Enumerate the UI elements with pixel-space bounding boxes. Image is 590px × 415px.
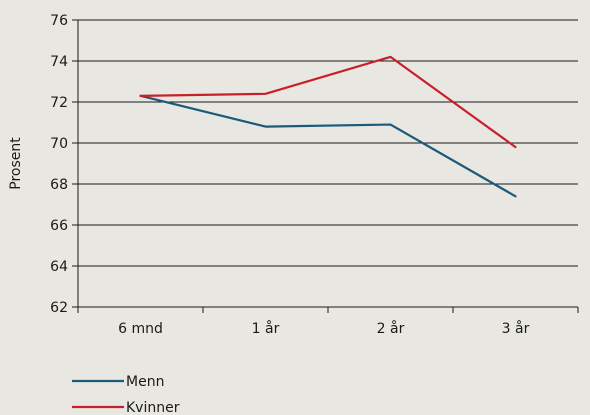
legend-label-menn: Menn [126,374,164,390]
x-tick-label-3: 3 år [502,320,530,337]
x-tick-label-0: 6 mnd [118,321,163,337]
y-tick-label-1: 64 [50,259,68,275]
axes [72,19,579,313]
gridlines [78,19,578,267]
series-line-kvinner [139,55,517,149]
y-tick-label-6: 74 [50,54,68,70]
x-tick-labels: 6 mnd 1 år 2 år 3 år [118,320,529,337]
y-tick-label-4: 70 [50,136,68,152]
series-line-menn [139,94,517,198]
y-tick-label-7: 76 [50,13,68,29]
y-axis-label: Prosent [8,137,24,190]
y-tick-labels: 62 64 66 68 70 72 74 76 [50,13,68,316]
x-tick-label-1: 1 år [252,320,280,337]
y-tick-label-5: 72 [50,95,68,111]
y-tick-label-3: 68 [50,177,68,193]
y-tick-label-2: 66 [50,218,68,234]
series-lines [139,55,517,198]
legend: Menn Kvinner [72,374,180,415]
y-tick-label-0: 62 [50,300,68,316]
x-tick-label-2: 2 år [377,320,405,337]
legend-label-kvinner: Kvinner [126,400,180,415]
